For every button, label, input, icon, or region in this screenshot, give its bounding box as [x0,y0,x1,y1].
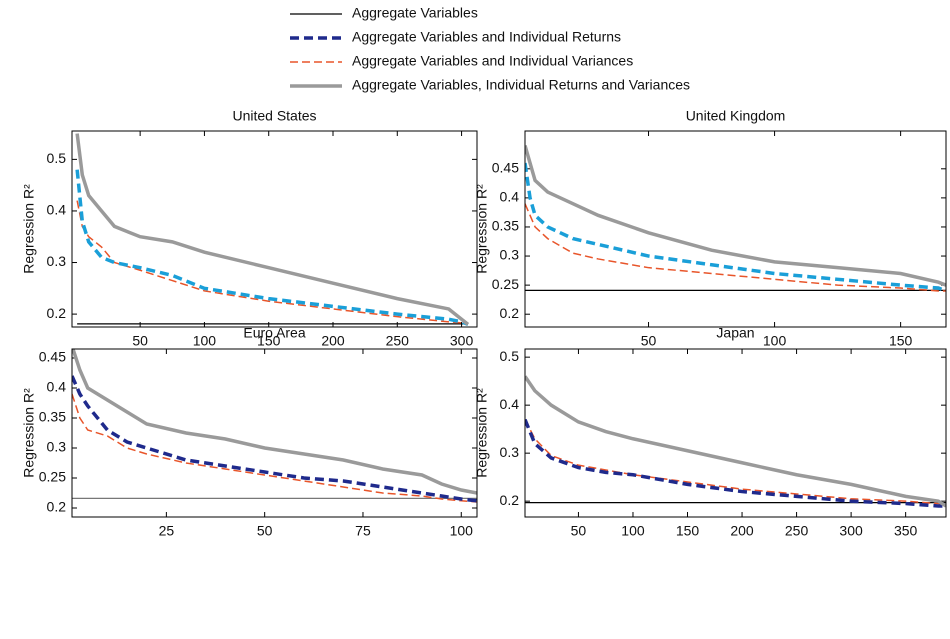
series-line [525,375,946,508]
legend-label: Aggregate Variables [352,5,478,21]
y-tick-label: 0.3 [47,253,67,269]
series-line [525,162,946,293]
y-tick-label: 0.25 [492,276,519,292]
axes-box [71,348,478,518]
subplot: United Kingdom Regression R² 0.2 0.25 0.3 0.3… [474,108,947,349]
axes-box [71,130,478,328]
series-line [525,419,946,507]
x-tick-label: 150 [676,523,700,539]
y-tick-label: 0.4 [47,379,67,395]
subplot: Euro Area Regression R² 0.2 0.25 0.3 0.35 0.4 0… [21,325,478,539]
y-axis-label: Regression R² [474,388,490,478]
series-line [76,200,469,326]
y-axis-label: Regression R² [21,388,37,478]
series-line [75,133,470,326]
x-tick-label: 350 [894,523,918,539]
y-tick-label: 0.35 [39,409,66,425]
y-tick-label: 0.45 [39,349,66,365]
y-tick-label: 0.3 [500,444,520,460]
y-tick-label: 0.25 [39,469,66,485]
x-tick-label: 50 [571,523,587,539]
x-tick-label: 150 [257,333,281,349]
y-axis-label: Regression R² [474,184,490,274]
subplot: Japan Regression R² 0.2 0.3 0.4 0.5 50 100 150 20… [474,325,947,539]
series-line [525,203,946,292]
x-tick-label: 75 [355,523,371,539]
y-tick-label: 0.2 [500,492,520,508]
y-tick-label: 0.45 [492,160,519,176]
x-tick-label: 250 [386,333,410,349]
axes-box [524,130,947,328]
legend-entry: Aggregate Variables [290,5,478,21]
y-tick-label: 0.2 [500,305,520,321]
y-axis-label: Regression R² [21,184,37,274]
subplot-title: United States [232,108,316,124]
subplot-title: Japan [716,325,754,341]
series-line [72,393,477,503]
x-tick-label: 100 [193,333,217,349]
x-tick-label: 25 [159,523,175,539]
x-tick-label: 100 [450,523,474,539]
x-tick-label: 300 [450,333,474,349]
legend-label: Aggregate Variables and Individual Retur… [352,29,621,45]
legend-label: Aggregate Variables and Individual Varia… [352,53,633,69]
x-tick-label: 50 [641,333,657,349]
legend-entry: Aggregate Variables, Individual Returns … [290,77,690,93]
x-tick-label: 200 [321,333,345,349]
y-tick-label: 0.4 [500,396,520,412]
series-line [525,418,946,508]
subplot: United States Regression R² 0.2 0.3 0.4 0.5 50… [21,108,478,349]
series-line [72,349,477,495]
y-tick-label: 0.4 [500,189,520,205]
series-line [525,145,946,287]
y-tick-label: 0.3 [500,247,520,263]
series-line [72,375,477,503]
x-tick-label: 100 [763,333,787,349]
y-tick-label: 0.5 [47,150,67,166]
x-tick-label: 150 [889,333,913,349]
y-tick-label: 0.4 [47,202,67,218]
x-tick-label: 50 [257,523,273,539]
legend-label: Aggregate Variables, Individual Returns … [352,77,690,93]
x-tick-label: 250 [785,523,809,539]
x-tick-label: 200 [730,523,754,539]
y-tick-label: 0.2 [47,305,67,321]
y-tick-label: 0.3 [47,439,67,455]
series-line [75,169,469,327]
x-tick-label: 100 [621,523,645,539]
axes-box [524,348,947,518]
y-tick-label: 0.5 [500,348,520,364]
y-tick-label: 0.2 [47,499,67,515]
subplot-title: United Kingdom [686,108,786,124]
x-tick-label: 50 [132,333,148,349]
y-tick-label: 0.35 [492,218,519,234]
subplot-title: Euro Area [243,325,305,341]
x-tick-label: 300 [839,523,863,539]
legend-entry: Aggregate Variables and Individual Retur… [290,29,621,45]
legend-entry: Aggregate Variables and Individual Varia… [290,53,633,69]
